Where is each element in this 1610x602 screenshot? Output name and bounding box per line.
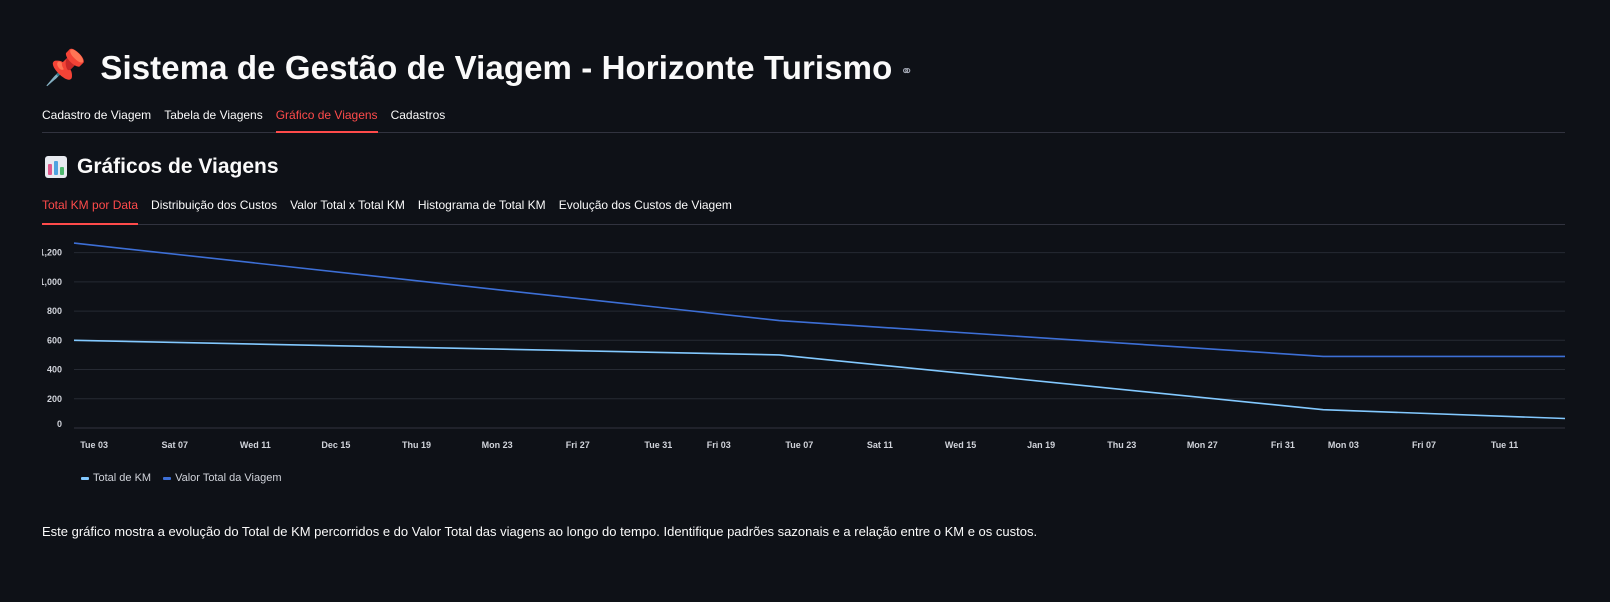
x-tick-label: Fri 27	[566, 440, 590, 450]
y-tick-label: 600	[47, 335, 62, 345]
tab-evolucao-dos-custos[interactable]: Evolução dos Custos de Viagem	[558, 198, 732, 212]
legend-item-valor-total[interactable]: Valor Total da Viagem	[163, 472, 282, 484]
line-chart-svg: 0 200 400 600 800 1,000 1,200 Tue 03 Sat 07 Wed 1…	[39, 242, 1566, 450]
y-tick-label: 800	[47, 306, 62, 316]
x-tick-label: Tue 07	[785, 440, 813, 450]
x-tick-label: Thu 23	[1107, 440, 1136, 450]
tab-distribuicao-dos-custos[interactable]: Distribuição dos Custos	[151, 198, 278, 212]
main-tab-bar: Cadastro de Viagem Tabela de Viagens Grá…	[42, 104, 1565, 133]
x-tick-label: Jan 19	[1027, 440, 1055, 450]
x-tick-label: Sat 11	[867, 440, 893, 450]
x-tick-label: Mon 27	[1187, 440, 1218, 450]
bar-chart-icon	[45, 156, 67, 178]
page-title: Sistema de Gestão de Viagem - Horizonte …	[100, 49, 893, 86]
tab-histograma-de-total-km[interactable]: Histograma de Total KM	[417, 198, 546, 212]
tab-cadastro-de-viagem[interactable]: Cadastro de Viagem	[42, 108, 152, 122]
series-line-total-km	[73, 339, 1566, 420]
x-tick-label: Tue 11	[1491, 440, 1518, 450]
link-icon[interactable]: ⚭	[900, 62, 913, 80]
tab-cadastros[interactable]: Cadastros	[390, 108, 446, 122]
legend-label: Valor Total da Viagem	[175, 472, 282, 484]
tab-grafico-de-viagens[interactable]: Gráfico de Viagens	[275, 104, 378, 133]
x-tick-label: Mon 23	[482, 440, 513, 450]
x-tick-label: Fri 07	[1412, 440, 1436, 450]
legend-swatch	[81, 476, 89, 480]
x-tick-label: Fri 31	[1271, 440, 1295, 450]
page-title-row: 📌 Sistema de Gestão de Viagem - Horizont…	[44, 40, 913, 96]
x-tick-label: Sat 07	[161, 440, 188, 450]
x-tick-label: Wed 11	[240, 440, 271, 450]
x-tick-label: Tue 31	[644, 440, 672, 450]
tab-valor-total-x-total-km[interactable]: Valor Total x Total KM	[290, 198, 405, 212]
chart-caption: Este gráfico mostra a evolução do Total …	[42, 524, 1038, 539]
tab-total-km-por-data[interactable]: Total KM por Data	[42, 194, 139, 225]
section-header: Gráficos de Viagens	[45, 150, 279, 184]
x-tick-label: Dec 15	[321, 440, 350, 450]
section-title: Gráficos de Viagens	[77, 155, 279, 178]
y-tick-label: 1,200	[42, 248, 62, 258]
x-tick-label: Wed 15	[945, 440, 976, 450]
line-chart[interactable]: 0 200 400 600 800 1,000 1,200 Tue 03 Sat 07 Wed 1…	[39, 232, 1566, 492]
legend-item-total-km[interactable]: Total de KM	[81, 472, 151, 484]
legend-swatch	[163, 476, 172, 480]
y-tick-label: 200	[47, 394, 62, 404]
legend-label: Total de KM	[93, 472, 152, 484]
series-line-valor-total	[73, 242, 1565, 358]
y-tick-label: 0	[57, 419, 62, 429]
pushpin-icon: 📌	[44, 48, 87, 88]
y-tick-label: 1,000	[42, 277, 62, 287]
x-tick-label: Tue 03	[80, 440, 108, 450]
x-tick-label: Mon 03	[1328, 440, 1359, 450]
chart-tab-bar: Total KM por Data Distribuição dos Custo…	[42, 194, 1565, 225]
chart-legend: Total de KM Valor Total da Viagem	[81, 472, 282, 484]
y-tick-label: 400	[47, 365, 62, 375]
x-tick-label: Thu 19	[402, 440, 431, 450]
tab-tabela-de-viagens[interactable]: Tabela de Viagens	[164, 108, 263, 122]
x-tick-label: Fri 03	[707, 440, 731, 450]
